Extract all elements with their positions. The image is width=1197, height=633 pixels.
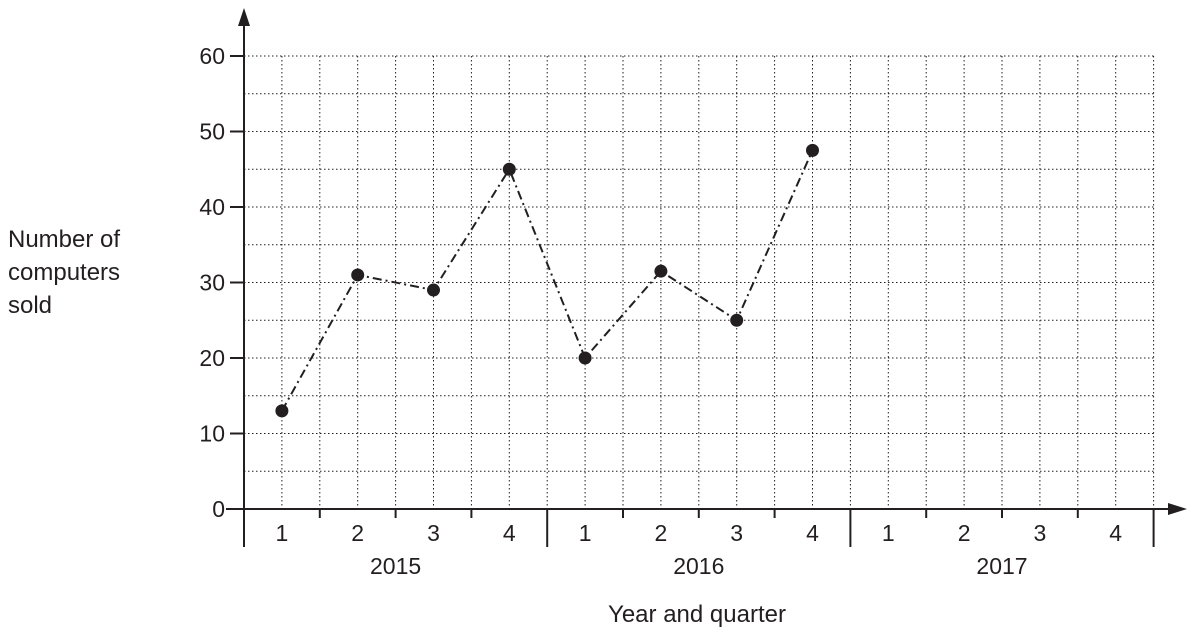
data-point [806,143,819,157]
axis-titles: Year and quarter Number of computers sold [8,226,786,628]
y-axis-arrowhead [238,8,250,26]
quarter-label: 4 [1109,520,1122,546]
quarter-label: 2 [655,520,668,546]
y-axis-title-line: Number of [8,226,120,253]
year-label: 2015 [370,553,421,579]
series [275,143,819,418]
data-point [730,313,744,327]
data-point [275,404,289,418]
data-point [502,162,516,176]
quarter-label: 2 [958,520,971,546]
axes [226,8,1187,547]
tick-labels: 0 10 20 30 40 50 60 1 2 3 4 1 2 3 4 1 2 3 4 2015 2016 2017 [199,43,1122,579]
y-tick-label: 60 [199,43,225,69]
data-point [654,264,668,278]
data-point [351,268,365,282]
y-axis-title-line: computers [8,259,120,286]
x-axis-title: Year and quarter [608,601,786,628]
y-tick-label: 40 [199,194,225,220]
y-tick-label: 0 [212,496,225,522]
quarter-label: 3 [1034,520,1047,546]
grid [244,55,1155,509]
quarter-label: 4 [806,520,819,546]
quarter-label: 3 [730,520,743,546]
quarter-label: 2 [351,520,364,546]
year-label: 2016 [673,553,724,579]
data-point [427,283,440,297]
data-point [578,351,592,365]
quarter-label: 1 [276,520,289,546]
x-axis-arrowhead [1168,503,1187,515]
quarter-label: 3 [427,520,440,546]
y-axis-title-line: sold [8,292,52,319]
series-line [281,149,814,412]
y-axis-title: Number of computers sold [8,226,120,319]
quarter-label: 4 [503,520,516,546]
y-tick-label: 20 [199,345,225,371]
year-label: 2017 [976,553,1027,579]
y-tick-label: 50 [199,119,225,145]
y-tick-label: 30 [199,270,225,296]
quarter-label: 1 [579,520,592,546]
y-tick-label: 10 [199,421,225,447]
quarter-label: 1 [882,520,895,546]
